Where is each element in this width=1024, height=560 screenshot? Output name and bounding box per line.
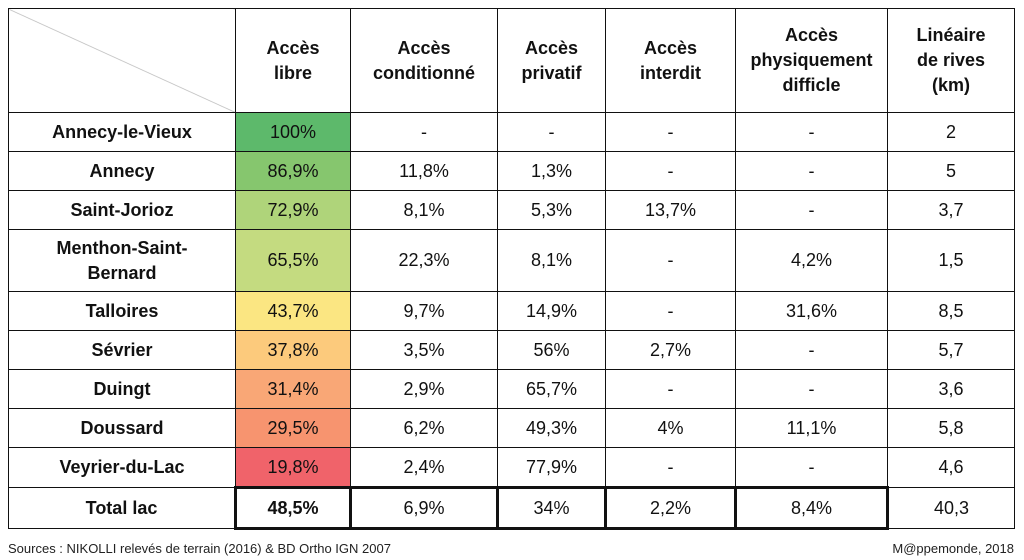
cell: 2,4%: [350, 447, 498, 488]
cell: 14,9%: [497, 291, 606, 331]
cell: -: [735, 151, 888, 191]
header-cell: Linéaire de rives (km): [887, 8, 1015, 113]
row-label: Annecy-le-Vieux: [8, 112, 236, 152]
row-label: Duingt: [8, 369, 236, 409]
total-row: Total lac 48,5% 6,9% 34% 2,2% 8,4% 40,3: [8, 486, 1015, 530]
total-cell: 34%: [496, 486, 607, 530]
row: Menthon-Saint- Bernard 65,5% 22,3% 8,1% -4,2…: [8, 229, 1015, 292]
row: Annecy 86,9% 11,8% 1,3% - -5: [8, 151, 1015, 191]
cell: 2,9%: [350, 369, 498, 409]
cell: 5: [887, 151, 1015, 191]
cell: 19,8%: [235, 447, 351, 488]
header-cell: Accès physiquement difficle: [735, 8, 888, 113]
cell: -: [605, 447, 736, 488]
cell: -: [605, 112, 736, 152]
cell: -: [605, 369, 736, 409]
header-cell: Accès libre: [235, 8, 351, 113]
cell: -: [605, 151, 736, 191]
cell: 31,6%: [735, 291, 888, 331]
total-label: Total lac: [8, 487, 236, 529]
cell: 2: [887, 112, 1015, 152]
header-cell: Accès conditionné: [350, 8, 498, 113]
cell: 4%: [605, 408, 736, 448]
total-cell: 8,4%: [734, 486, 889, 530]
row-label: Menthon-Saint- Bernard: [8, 229, 236, 292]
cell: 100%: [235, 112, 351, 152]
table: Accès libre Accès conditionné Accès privat…: [8, 8, 1015, 530]
cell: 56%: [497, 330, 606, 370]
total-cell: 48,5%: [234, 486, 352, 530]
row-label: Annecy: [8, 151, 236, 191]
header-cell: Accès interdit: [605, 8, 736, 113]
cell: 1,5: [887, 229, 1015, 292]
header-row: Accès libre Accès conditionné Accès privat…: [8, 8, 1015, 113]
cell: 22,3%: [350, 229, 498, 292]
row-label: Talloires: [8, 291, 236, 331]
cell: -: [735, 447, 888, 488]
total-cell: 40,3: [887, 487, 1015, 529]
credit: M@ppemonde, 2018: [892, 541, 1014, 556]
cell: 11,8%: [350, 151, 498, 191]
cell: 1,3%: [497, 151, 606, 191]
cell: -: [735, 330, 888, 370]
cell: 3,5%: [350, 330, 498, 370]
row: Annecy-le-Vieux 100% - - - -2: [8, 112, 1015, 152]
row: Doussard 29,5% 6,2% 49,3% 4% 11,1% 5,8: [8, 408, 1015, 448]
cell: 5,8: [887, 408, 1015, 448]
cell: -: [350, 112, 498, 152]
cell: 86,9%: [235, 151, 351, 191]
row: Sévrier 37,8% 3,5% 56% 2,7% -5,7: [8, 330, 1015, 370]
corner-cell: [8, 8, 236, 113]
table-wrap: Accès libre Accès conditionné Accès privat…: [8, 8, 1015, 530]
cell: 31,4%: [235, 369, 351, 409]
cell: 3,7: [887, 190, 1015, 230]
cell: 65,5%: [235, 229, 351, 292]
header-cell: Accès privatif: [497, 8, 606, 113]
row: Duingt 31,4% 2,9% 65,7% - -3,6: [8, 369, 1015, 409]
cell: -: [605, 291, 736, 331]
row-label: Doussard: [8, 408, 236, 448]
cell: 8,1%: [497, 229, 606, 292]
cell: 4,6: [887, 447, 1015, 488]
total-cell: 6,9%: [349, 486, 499, 530]
cell: 37,8%: [235, 330, 351, 370]
cell: 5,7: [887, 330, 1015, 370]
cell: 4,2%: [735, 229, 888, 292]
table-body: Annecy-le-Vieux 100% - - - -2 Annecy 86,9% 11,8%…: [8, 112, 1015, 530]
row: Talloires 43,7% 9,7% 14,9% -31,6% 8,5: [8, 291, 1015, 331]
cell: 77,9%: [497, 447, 606, 488]
cell: -: [735, 369, 888, 409]
cell: 9,7%: [350, 291, 498, 331]
cell: 5,3%: [497, 190, 606, 230]
row-label: Saint-Jorioz: [8, 190, 236, 230]
row-label: Veyrier-du-Lac: [8, 447, 236, 488]
cell: 8,5: [887, 291, 1015, 331]
cell: 72,9%: [235, 190, 351, 230]
cell: 3,6: [887, 369, 1015, 409]
cell: 29,5%: [235, 408, 351, 448]
cell: 2,7%: [605, 330, 736, 370]
cell: 6,2%: [350, 408, 498, 448]
cell: 49,3%: [497, 408, 606, 448]
cell: 11,1%: [735, 408, 888, 448]
cell: -: [735, 112, 888, 152]
row: Saint-Jorioz 72,9% 8,1% 5,3% 13,7% -3,7: [8, 190, 1015, 230]
cell: 65,7%: [497, 369, 606, 409]
row: Veyrier-du-Lac 19,8% 2,4% 77,9% - -4,6: [8, 447, 1015, 488]
cell: 43,7%: [235, 291, 351, 331]
cell: 8,1%: [350, 190, 498, 230]
cell: 13,7%: [605, 190, 736, 230]
cell: -: [605, 229, 736, 292]
row-label: Sévrier: [8, 330, 236, 370]
total-cell: 2,2%: [604, 486, 737, 530]
sources: Sources : NIKOLLI relevés de terrain (20…: [8, 541, 391, 556]
cell: -: [497, 112, 606, 152]
cell: -: [735, 190, 888, 230]
